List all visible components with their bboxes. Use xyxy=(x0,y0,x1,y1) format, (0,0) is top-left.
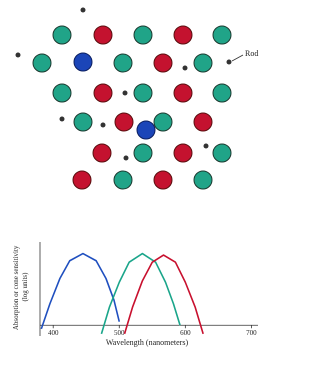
green-cone xyxy=(134,144,152,162)
rod xyxy=(123,91,128,96)
rod xyxy=(16,53,21,58)
rod xyxy=(204,144,209,149)
green-cone xyxy=(213,144,231,162)
sensitivity-curve xyxy=(41,254,119,329)
y-axis-label: Absorption or cone sensitivity (log unit… xyxy=(12,244,29,330)
green-cone xyxy=(53,26,71,44)
red-cone xyxy=(174,84,192,102)
green-cone xyxy=(213,26,231,44)
green-cone xyxy=(134,84,152,102)
y-axis-label-line: Absorption or cone sensitivity xyxy=(12,245,20,330)
sensitivity-curve xyxy=(101,254,180,334)
rod xyxy=(227,60,232,65)
green-cone xyxy=(114,171,132,189)
green-cone xyxy=(74,113,92,131)
red-cone xyxy=(115,113,133,131)
x-tick-label: 600 xyxy=(180,329,191,337)
rod xyxy=(183,66,188,71)
blue-cone xyxy=(137,121,155,139)
red-cone xyxy=(154,171,172,189)
green-cone xyxy=(134,26,152,44)
rod xyxy=(81,8,86,13)
green-cone xyxy=(194,171,212,189)
red-cone xyxy=(73,171,91,189)
red-cone xyxy=(174,144,192,162)
x-tick-label: 500 xyxy=(114,329,125,337)
red-cone xyxy=(174,26,192,44)
rod-pointer xyxy=(232,55,243,61)
rod-label: Rod xyxy=(245,49,258,58)
red-cone xyxy=(94,26,112,44)
red-cone xyxy=(194,113,212,131)
green-cone xyxy=(114,54,132,72)
green-cone xyxy=(213,84,231,102)
figure: Rod Absorption or cone sensitivity (log … xyxy=(0,0,273,369)
x-tick-label: 400 xyxy=(48,329,59,337)
red-cone xyxy=(154,54,172,72)
red-cone xyxy=(93,144,111,162)
green-cone xyxy=(154,113,172,131)
green-cone xyxy=(53,84,71,102)
rod xyxy=(60,117,65,122)
cone-mosaic: Rod xyxy=(16,8,259,190)
red-cone xyxy=(94,84,112,102)
rod xyxy=(124,156,129,161)
x-axis-label: Wavelength (nanometers) xyxy=(106,338,189,347)
green-cone xyxy=(33,54,51,72)
y-axis-label-line: (log units) xyxy=(21,272,29,302)
rod xyxy=(101,123,106,128)
blue-cone xyxy=(74,53,92,71)
x-tick-label: 700 xyxy=(246,329,257,337)
sensitivity-curve xyxy=(125,255,204,334)
green-cone xyxy=(194,54,212,72)
